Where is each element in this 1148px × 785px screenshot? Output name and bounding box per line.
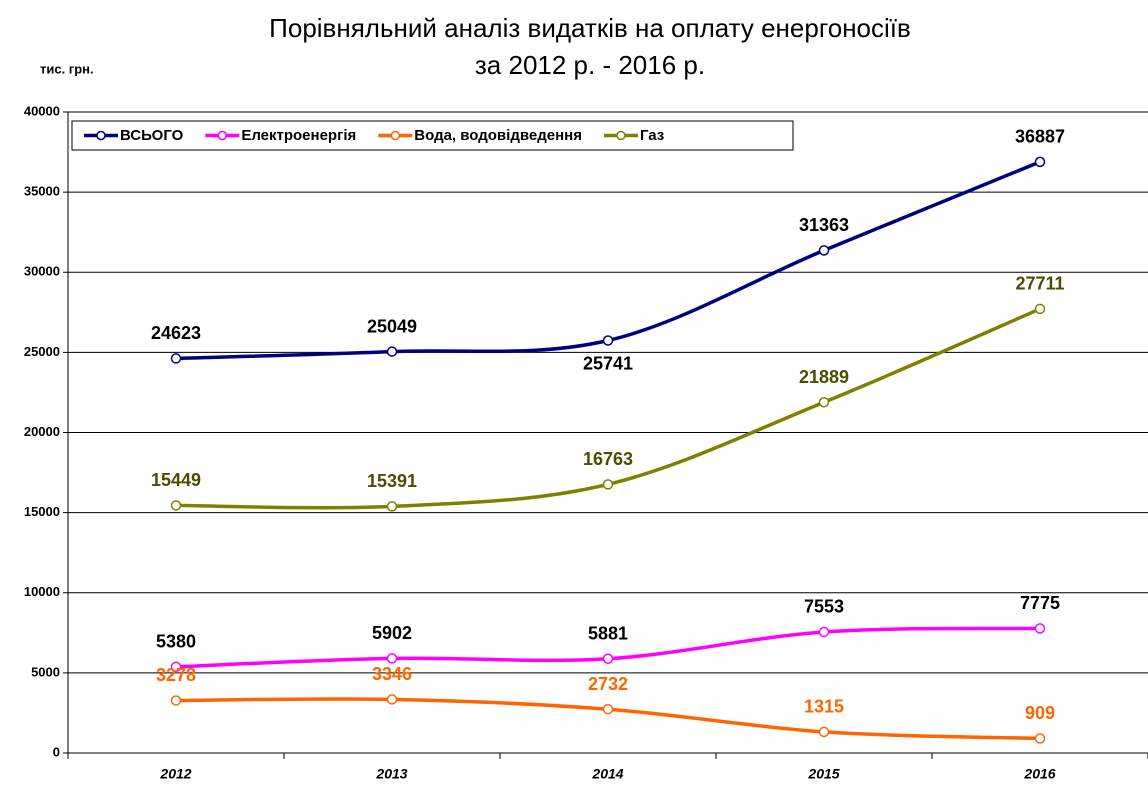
point [1034,156,1046,168]
point [818,726,830,738]
point [1034,623,1046,634]
data-label: 21889 [799,367,849,387]
legend-marker [217,130,228,141]
data-label: 5881 [588,624,628,644]
y-tick-label: 25000 [24,344,60,359]
data-label: 2732 [588,674,628,694]
data-label: 3346 [372,664,412,684]
point [602,703,614,715]
y-tick-label: 10000 [24,584,60,599]
data-label: 7553 [804,597,844,617]
data-label: 15391 [367,471,417,491]
data-label: 909 [1025,703,1055,723]
data-label: 15449 [151,470,201,490]
point [386,653,398,664]
y-tick-label: 0 [53,744,60,759]
chart-title: за 2012 р. - 2016 р. [475,50,705,80]
point [386,346,398,357]
data-label: 3278 [156,665,196,685]
legend-label: Електроенергія [241,127,356,144]
legend-label: ВСЬОГО [120,127,184,144]
y-axis-label: тис. грн. [40,61,94,76]
y-tick-label: 30000 [24,264,60,279]
data-label: 31363 [799,215,849,235]
point [818,245,830,256]
series-line [175,160,1041,361]
chart-title: Порівняльний аналіз видатків на оплату е… [269,13,911,43]
point [170,353,182,364]
legend-label: Вода, водовідведення [414,127,582,144]
y-tick-label: 40000 [24,103,60,118]
point [602,479,614,490]
point [170,500,182,511]
data-label: 24623 [151,323,201,343]
legend-label: Газ [640,127,664,144]
data-label: 16763 [583,449,633,469]
x-tick-label: 2012 [159,766,191,782]
legend-marker [616,130,626,141]
point [1034,303,1046,315]
point [818,396,830,408]
point [170,695,182,706]
point [170,661,182,673]
data-label: 25049 [367,316,417,336]
legend-marker [96,130,106,141]
data-label: 5902 [372,623,412,643]
data-label: 36887 [1015,127,1065,147]
legend [71,120,794,151]
point [386,694,398,705]
point [386,501,398,512]
data-label: 25741 [583,353,633,373]
x-tick-label: 2015 [807,766,839,782]
x-tick-label: 2013 [375,766,407,782]
x-tick-label: 2014 [591,766,623,782]
data-label: 7775 [1020,593,1060,613]
data-label: 1315 [804,697,844,717]
y-tick-label: 35000 [24,184,60,199]
point [818,626,830,638]
y-tick-label: 15000 [24,504,60,519]
data-label: 5380 [156,632,196,652]
point [1034,733,1046,744]
legend-marker [390,130,401,141]
y-tick-label: 5000 [31,664,60,679]
point [602,653,614,665]
point [602,335,614,346]
data-label: 27711 [1015,274,1064,294]
x-tick-label: 2016 [1023,766,1055,782]
y-tick-label: 20000 [24,424,60,439]
